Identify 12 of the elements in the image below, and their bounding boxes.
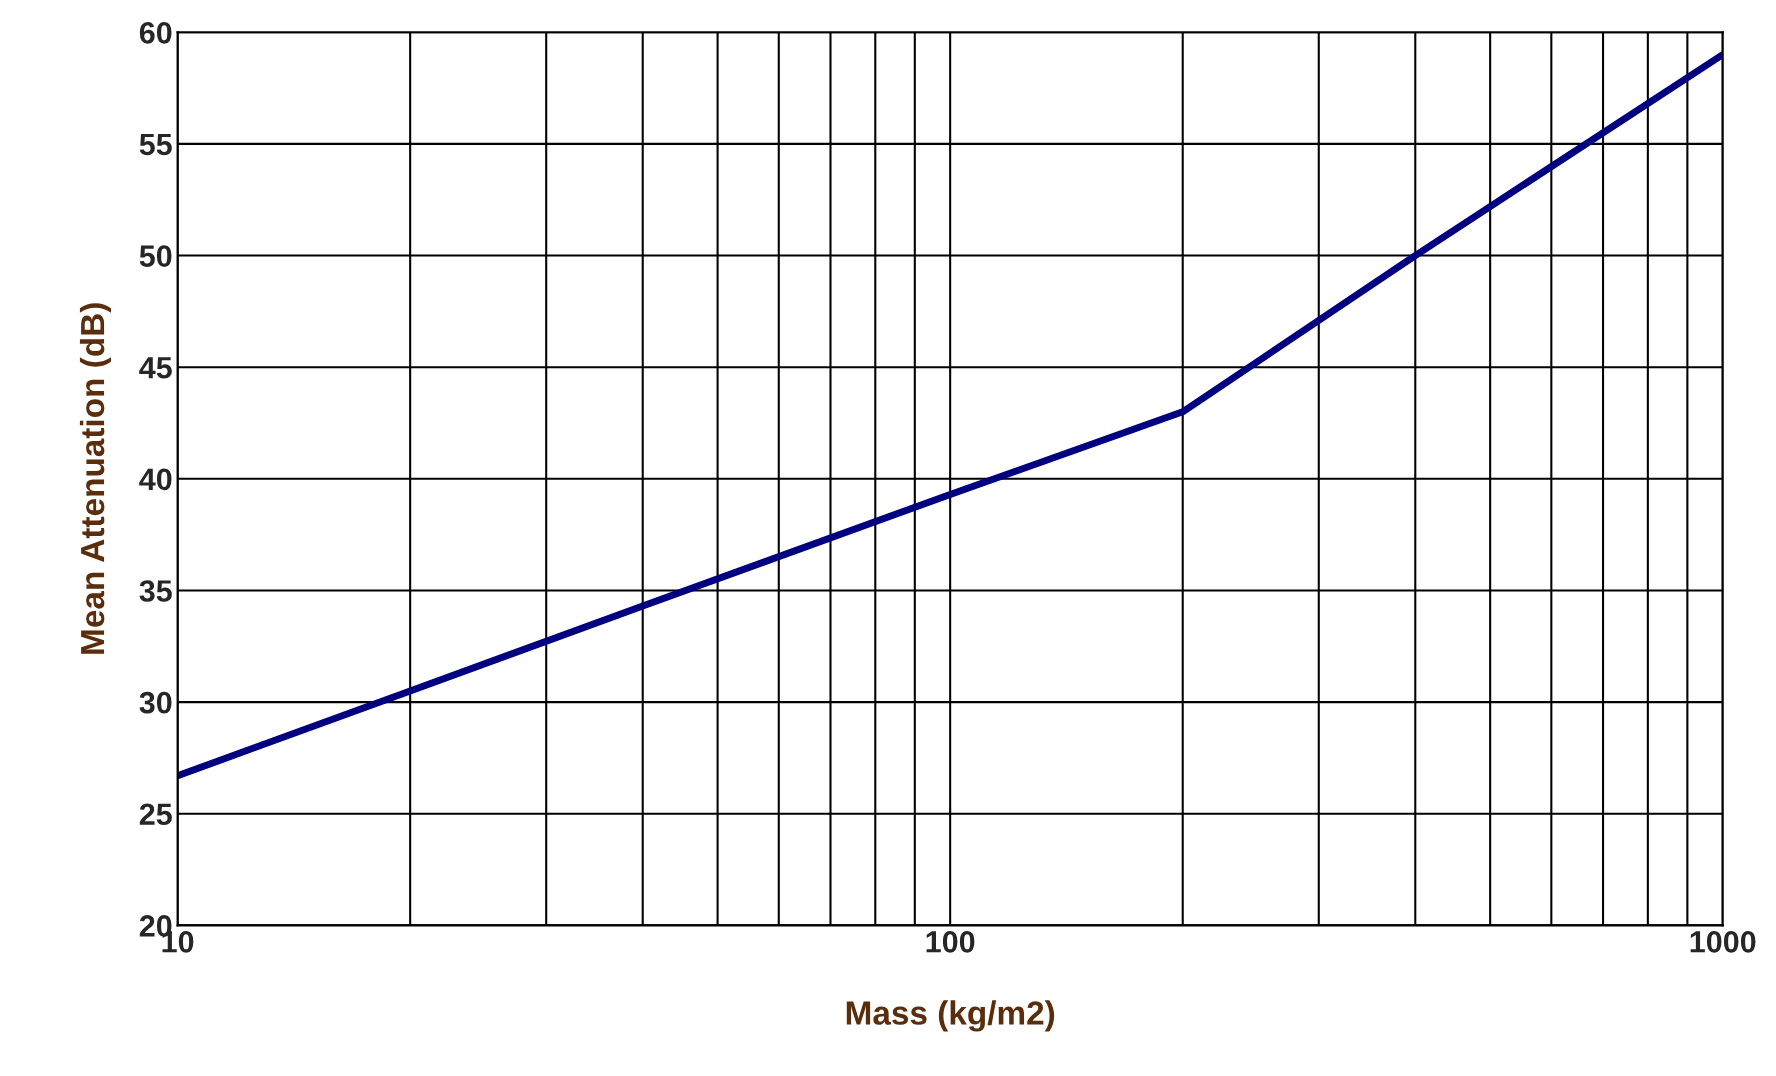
- y-axis-title: Mean Attenuation (dB): [79, 303, 111, 654]
- y-tick-label: 40: [139, 468, 172, 491]
- x-axis-title: Mass (kg/m2): [846, 1000, 1055, 1032]
- y-tick-label: 50: [139, 245, 172, 267]
- y-tick-label: 55: [139, 133, 172, 156]
- y-tick-label: 60: [139, 22, 172, 44]
- y-tick-label: 45: [139, 357, 172, 379]
- y-tick-label: 30: [139, 691, 172, 714]
- y-tick-label: 25: [139, 803, 172, 826]
- y-tick-label: 35: [139, 580, 172, 602]
- x-tick-label: 100: [926, 931, 975, 953]
- x-tick-label: 1000: [1690, 931, 1756, 953]
